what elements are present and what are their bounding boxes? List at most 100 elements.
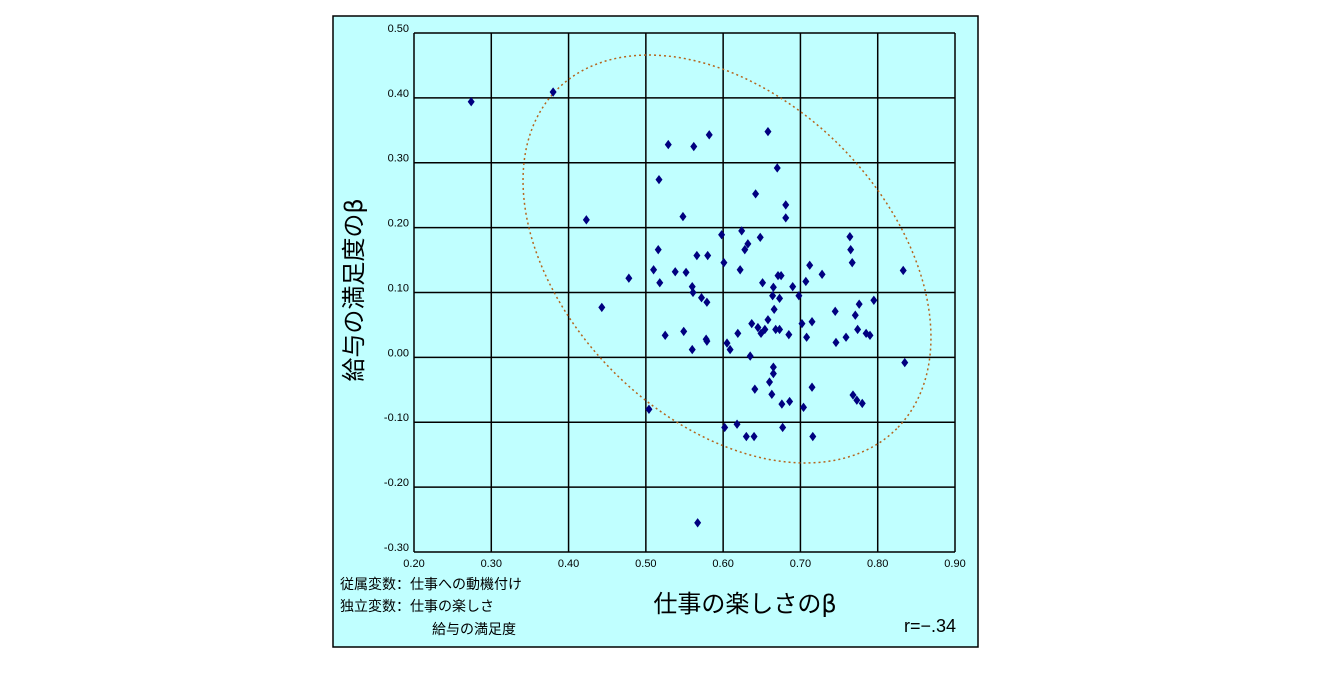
point — [770, 304, 778, 315]
point — [690, 141, 698, 152]
confidence-ellipse — [522, 54, 932, 464]
point — [650, 265, 658, 275]
point — [679, 211, 687, 222]
note: 独立変数：仕事の楽しさ — [340, 598, 494, 615]
y-axis-title: 給与の満足度のβ — [340, 198, 368, 381]
point — [645, 404, 653, 414]
x-tick-label: 0.30 — [481, 558, 502, 570]
y-tick-label: 0.40 — [388, 88, 409, 100]
point — [721, 422, 729, 433]
point — [808, 382, 816, 392]
point — [741, 245, 749, 255]
note: 従属変数：仕事への動機付け — [340, 576, 522, 593]
point — [704, 250, 712, 261]
x-tick-label: 0.50 — [635, 558, 656, 570]
y-tick-label: 0.10 — [388, 282, 409, 294]
point — [726, 344, 734, 355]
point — [769, 291, 777, 301]
point — [866, 330, 874, 340]
point — [870, 295, 878, 305]
point — [768, 389, 776, 400]
point — [855, 299, 863, 309]
point — [698, 293, 706, 303]
point — [851, 310, 859, 320]
point — [785, 330, 793, 340]
point — [899, 265, 907, 276]
point — [847, 245, 855, 255]
point — [761, 324, 769, 335]
point — [818, 269, 826, 280]
x-tick-label: 0.40 — [558, 558, 579, 570]
point — [769, 362, 777, 372]
x-tick-label: 0.80 — [867, 558, 888, 570]
x-tick-label: 0.90 — [944, 558, 965, 570]
note: 給与の満足度 — [432, 622, 516, 638]
point — [802, 276, 810, 287]
point — [746, 351, 754, 361]
point — [654, 245, 662, 255]
y-tick-label: -0.30 — [384, 542, 409, 554]
point — [809, 431, 817, 442]
point — [720, 257, 728, 268]
correlation-label: r=−.34 — [904, 616, 956, 636]
point — [723, 338, 731, 348]
point — [680, 326, 688, 337]
point — [832, 337, 840, 348]
point — [773, 163, 781, 173]
point — [789, 281, 797, 292]
point — [688, 344, 696, 355]
points — [467, 87, 909, 528]
point — [842, 332, 850, 342]
point — [598, 302, 606, 313]
point — [742, 431, 750, 442]
point — [582, 215, 590, 225]
point — [752, 189, 760, 199]
point — [853, 395, 861, 405]
point — [655, 174, 663, 185]
point — [769, 282, 777, 292]
point — [764, 126, 772, 137]
point — [901, 357, 909, 368]
point — [776, 324, 784, 335]
point — [756, 232, 764, 243]
x-tick-label: 0.20 — [403, 558, 424, 570]
point — [778, 399, 786, 409]
point — [748, 318, 756, 329]
point — [694, 518, 702, 528]
point — [786, 396, 794, 407]
point — [718, 230, 726, 240]
point — [682, 267, 690, 278]
point — [703, 336, 711, 346]
point — [849, 390, 857, 400]
y-tick-label: 0.30 — [388, 153, 409, 165]
point — [808, 317, 816, 327]
point — [795, 291, 803, 301]
point — [854, 324, 862, 335]
point — [782, 200, 790, 210]
point — [664, 139, 672, 150]
y-tick-label: -0.20 — [384, 477, 409, 489]
point — [625, 273, 633, 283]
x-tick-label: 0.70 — [790, 558, 811, 570]
x-tick-label: 0.60 — [712, 558, 733, 570]
grid — [413, 32, 956, 553]
point — [759, 278, 767, 288]
point — [757, 328, 765, 339]
point — [846, 232, 854, 242]
point — [803, 332, 811, 342]
point — [744, 239, 752, 249]
point — [693, 250, 701, 261]
point — [661, 330, 669, 340]
point — [769, 368, 777, 379]
point — [688, 281, 696, 292]
point — [703, 297, 711, 307]
point — [858, 398, 866, 409]
point — [777, 270, 785, 281]
point — [776, 293, 784, 304]
point — [751, 384, 759, 394]
point — [689, 287, 697, 298]
point — [806, 260, 814, 270]
point — [738, 226, 746, 236]
